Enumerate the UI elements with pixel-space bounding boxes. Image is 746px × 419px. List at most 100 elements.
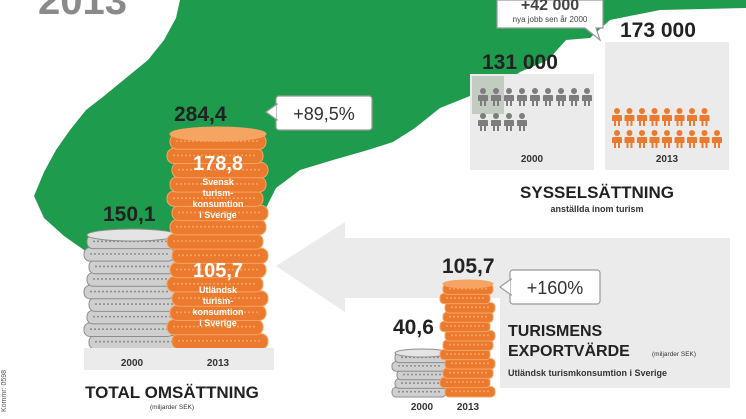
person-icon — [504, 88, 514, 106]
turnover-year-2013: 2013 — [207, 358, 230, 369]
foreign-label-line1: Utländsk — [199, 285, 238, 295]
employment-value-2013: 173 000 — [620, 19, 696, 42]
coin-total-2000 — [88, 334, 180, 350]
person-icon — [662, 130, 672, 148]
person-icon — [624, 130, 635, 148]
employment-year-2000: 2000 — [521, 154, 544, 165]
coin-total-2000 — [86, 272, 178, 287]
export-year-2013: 2013 — [457, 402, 480, 413]
turnover-unit: (miljarder SEK) — [150, 404, 194, 411]
people-grid-2000 — [478, 88, 592, 131]
domestic-label-line1: Svensk — [202, 177, 235, 187]
coin-stack-total-2000 — [83, 228, 180, 350]
turnover-year-panel — [84, 348, 274, 370]
employment-callout-text: nya jobb sen år 2000 — [513, 15, 588, 24]
coin-total-2000 — [83, 284, 175, 300]
coin-total-2000 — [86, 309, 178, 325]
stack-total-2013-top-face — [169, 126, 267, 142]
coin-total-2013 — [171, 247, 269, 264]
domestic-label-line3: konsumtion — [193, 199, 244, 209]
stack-export-2013-top-face — [442, 279, 494, 289]
export-2000-value: 40,6 — [393, 316, 434, 339]
people-grid-2013 — [612, 108, 722, 148]
person-icon — [699, 130, 710, 148]
employment-callout-value: +42 000 — [521, 0, 579, 14]
employment-callout: +42 000 nya jobb sen år 2000 — [496, 0, 604, 42]
person-icon — [569, 88, 579, 106]
person-icon — [517, 88, 527, 106]
foreign-value: 105,7 — [193, 260, 243, 282]
export-unit: (miljarder SEK) — [652, 351, 696, 358]
coin-total-2000 — [88, 297, 180, 312]
coin-export-2013 — [439, 376, 491, 389]
domestic-label-line2: turism- — [203, 188, 234, 198]
export-year-2000: 2000 — [411, 402, 434, 413]
person-icon — [491, 88, 501, 106]
turnover-title: TOTAL OMSÄTTNING — [85, 383, 259, 402]
person-icon — [662, 108, 672, 126]
coin-total-2000 — [83, 322, 175, 337]
turnover-growth-value: +89,5% — [293, 104, 355, 124]
export-2013-value: 105,7 — [442, 255, 495, 278]
coin-stack-export-2013 — [439, 279, 496, 398]
export-subtitle: Utländsk turismkonsumtion i Sverige — [508, 368, 667, 378]
coin-export-2013 — [439, 320, 491, 333]
coin-total-2000 — [88, 259, 180, 275]
export-growth-badge: +160% — [498, 269, 601, 305]
coin-stack-total-2013 — [166, 126, 269, 350]
total-2000-value: 150,1 — [103, 203, 156, 226]
person-icon — [543, 88, 553, 106]
coin-export-2013 — [444, 386, 496, 398]
employment-value-2000: 131 000 — [482, 51, 558, 74]
year-heading: 2013 — [38, 0, 127, 23]
person-icon — [687, 130, 697, 148]
coin-total-2000 — [83, 247, 175, 262]
person-icon — [699, 108, 710, 126]
coin-total-2013 — [169, 219, 267, 236]
coin-total-2013 — [169, 176, 267, 193]
foreign-label-line3: konsumtion — [193, 307, 244, 317]
turnover-growth-badge: +89,5% — [264, 95, 373, 131]
export-arrow — [276, 222, 730, 388]
side-code-text: Kommr: 0598 — [1, 370, 8, 412]
person-icon — [674, 108, 685, 126]
person-icon — [637, 130, 647, 148]
person-icon — [504, 113, 514, 131]
person-icon — [612, 108, 622, 126]
person-icon — [478, 113, 488, 131]
coin-total-2013 — [171, 333, 269, 350]
coin-export-2013 — [444, 330, 496, 342]
export-title-line2: EXPORTVÄRDE — [508, 342, 630, 360]
person-icon — [624, 108, 635, 126]
person-icon — [612, 130, 622, 148]
stack-total-2000-top-face — [86, 228, 178, 242]
domestic-label-line4: i Sverige — [199, 210, 237, 220]
coin-export-2013 — [444, 302, 496, 314]
person-icon — [582, 88, 592, 106]
person-icon — [530, 88, 540, 106]
coin-total-2013 — [169, 304, 267, 321]
person-icon — [674, 130, 685, 148]
person-icon — [649, 130, 660, 148]
employment-panel-2013 — [605, 42, 729, 170]
person-icon — [556, 88, 566, 106]
export-growth-value: +160% — [527, 278, 584, 298]
person-icon — [637, 108, 647, 126]
coin-export-2013 — [444, 358, 496, 370]
employment-subtitle: anställda inom turism — [550, 204, 643, 214]
coin-export-2013 — [442, 339, 494, 351]
foreign-label-line2: turism- — [203, 296, 234, 306]
person-icon — [687, 108, 697, 126]
coin-export-2013 — [442, 311, 494, 323]
coin-total-2013 — [166, 147, 264, 165]
person-icon — [712, 130, 722, 148]
foreign-label-line4: i Sverige — [199, 318, 237, 328]
domestic-value: 178,8 — [193, 153, 243, 175]
coin-export-2013 — [439, 292, 491, 305]
person-icon — [649, 108, 660, 126]
person-icon — [478, 88, 488, 106]
export-title-line1: TURISMENS — [508, 323, 603, 340]
person-icon — [517, 113, 527, 131]
